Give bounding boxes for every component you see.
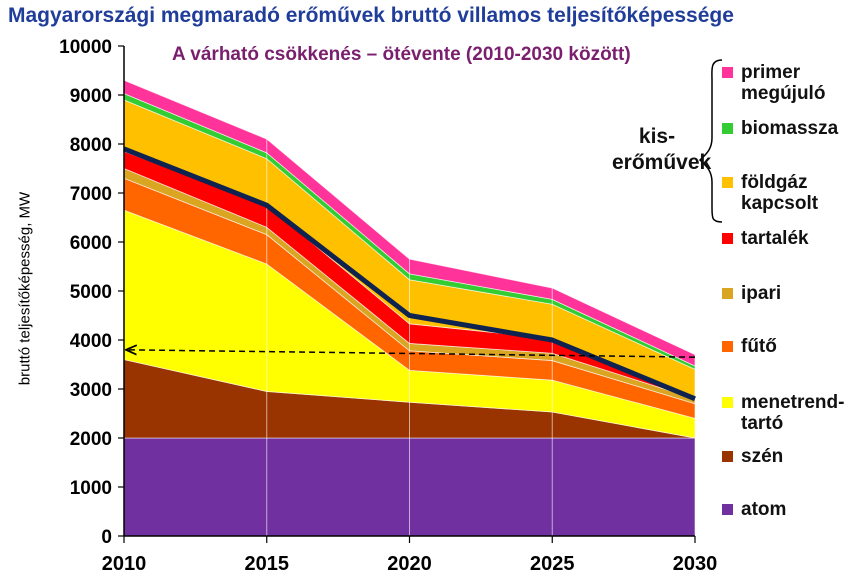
legend-label: menetrend- tartó <box>741 392 845 434</box>
x-tick-label: 2030 <box>673 553 718 575</box>
legend-group-brace <box>698 59 723 223</box>
legend-item-ipari: ipari <box>722 283 781 304</box>
y-tick-label: 10000 <box>59 37 112 58</box>
y-tick-label: 9000 <box>70 86 112 107</box>
y-tick-label: 2000 <box>70 429 112 450</box>
legend-item-futo: fűtő <box>722 336 777 357</box>
y-tick-label: 8000 <box>70 135 112 156</box>
legend-label: biomassza <box>741 118 839 139</box>
legend-item-atom: atom <box>722 499 786 520</box>
legend-label: földgáz kapcsolt <box>741 172 819 214</box>
legend-item-menetrendtarto: menetrend- tartó <box>722 392 844 434</box>
dashed-arrow <box>126 350 696 358</box>
legend-label: primer megújuló <box>741 62 826 104</box>
legend-label: tartalék <box>741 228 809 249</box>
legend-label: ipari <box>741 283 782 304</box>
legend-item-biomassza: biomassza <box>722 118 838 139</box>
legend-swatch <box>722 67 733 78</box>
legend-item-tartalek: tartalék <box>722 228 809 249</box>
legend-swatch <box>722 451 733 462</box>
y-tick-label: 3000 <box>70 380 112 401</box>
kiseromuvek-boundary-line <box>123 146 696 402</box>
legend-item-primer-megujulo: primer megújuló <box>722 62 825 104</box>
x-tick-label: 2015 <box>245 553 290 575</box>
legend-label: szén <box>741 446 784 467</box>
chart-title: Magyarországi megmaradó erőművek bruttó … <box>8 4 734 27</box>
y-tick-label: 6000 <box>70 233 112 254</box>
legend-label: fűtő <box>741 336 777 357</box>
legend-swatch <box>722 233 733 244</box>
legend-swatch <box>722 288 733 299</box>
x-tick-label: 2025 <box>530 553 575 575</box>
legend-swatch <box>722 397 733 408</box>
legend-label: atom <box>741 499 787 520</box>
legend-item-foldgaz-kapcsolt: földgáz kapcsolt <box>722 172 818 214</box>
y-tick-label: 7000 <box>70 184 112 205</box>
legend-swatch <box>722 504 733 515</box>
kis-eromuvek-group-label: kis- erőművek <box>612 125 712 174</box>
x-tick-label: 2010 <box>102 553 147 575</box>
legend-item-szen: szén <box>722 446 783 467</box>
chart-subtitle: A várható csökkenés – ötévente (2010-203… <box>172 44 631 65</box>
legend-swatch <box>722 123 733 134</box>
legend-swatch <box>722 341 733 352</box>
legend-swatch <box>722 177 733 188</box>
y-tick-label: 5000 <box>70 282 112 303</box>
y-tick-label: 1000 <box>70 478 112 499</box>
y-tick-label: 0 <box>101 527 112 548</box>
y-tick-label: 4000 <box>70 331 112 352</box>
x-tick-label: 2020 <box>387 553 432 575</box>
y-axis-label: bruttó teljesítőképesség, MW <box>16 191 34 386</box>
